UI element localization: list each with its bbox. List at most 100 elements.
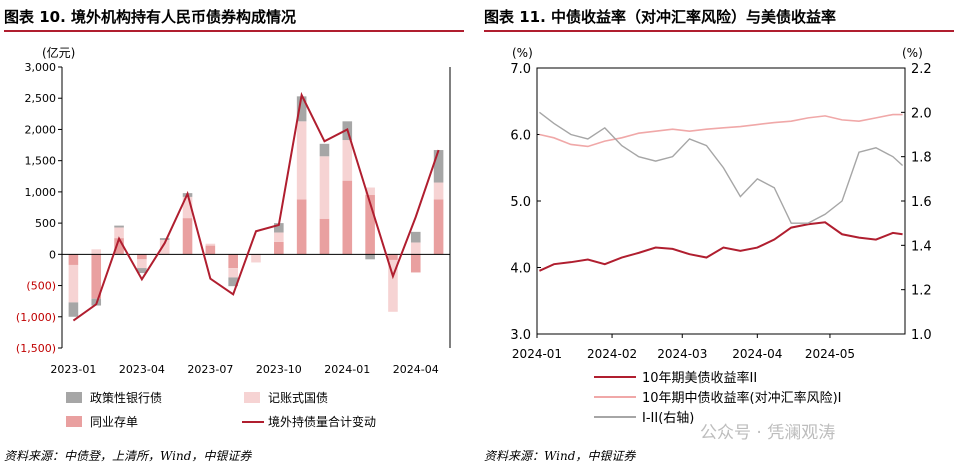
bar-segment xyxy=(205,245,216,255)
x-tick-label: 2024-03 xyxy=(657,347,707,361)
x-tick-label: 2023-01 xyxy=(50,363,96,376)
legend-swatch xyxy=(66,392,82,403)
x-tick-label: 2024-02 xyxy=(587,347,637,361)
plot-frame xyxy=(536,67,906,335)
bar-segment xyxy=(91,254,102,299)
legend-label: 境外持债量合计变动 xyxy=(268,414,376,429)
right-y-tick-label: 1.2 xyxy=(911,284,932,299)
bar-segment xyxy=(68,264,79,303)
left-y-tick-label: 4.0 xyxy=(510,262,531,277)
legend-swatch xyxy=(66,416,82,427)
left-y-tick-label: 5.0 xyxy=(510,195,531,210)
bar-segment xyxy=(319,218,330,255)
bar-segment xyxy=(342,140,353,181)
bar-segment xyxy=(410,242,421,255)
bar-segment xyxy=(365,187,375,196)
right-y-tick-label: 1.0 xyxy=(911,328,932,343)
x-tick-label: 2024-01 xyxy=(512,347,562,361)
right-y-tick-label: 1.6 xyxy=(911,195,932,210)
bar-segment xyxy=(365,195,375,255)
bar-segment xyxy=(433,150,444,183)
legend-label: 记账式国债 xyxy=(268,391,328,405)
legend-label: 10年期美债收益率II xyxy=(642,370,757,386)
y-tick-label: 1,500 xyxy=(25,155,57,168)
x-tick-label: 2023-07 xyxy=(187,363,233,376)
x-tick-label: 2024-05 xyxy=(805,347,855,361)
bar-segment xyxy=(274,223,284,233)
bar-segment xyxy=(274,232,284,242)
bar-segment xyxy=(433,182,444,200)
left-axis-unit-label: (%) xyxy=(512,46,533,60)
legend-label: I-II(右轴) xyxy=(642,411,694,426)
bar-segment xyxy=(114,225,124,228)
bar-segment xyxy=(228,268,238,278)
bar-segment xyxy=(137,259,147,269)
bar-segment xyxy=(159,239,170,255)
left-y-tick-label: 6.0 xyxy=(510,129,531,144)
right-y-tick-label: 2.0 xyxy=(911,106,932,121)
legend-label: 政策性银行债 xyxy=(90,391,162,405)
y-tick-label: 0 xyxy=(49,248,56,261)
total-change-line xyxy=(72,91,440,322)
y-tick-label: (1,500) xyxy=(16,342,56,355)
bar-segment xyxy=(228,277,238,287)
right-y-tick-label: 2.2 xyxy=(911,62,932,77)
y-tick-label: (1,000) xyxy=(16,311,56,324)
right-title-rule xyxy=(484,30,954,32)
x-tick-label: 2023-04 xyxy=(119,363,165,376)
bar-segment xyxy=(410,254,421,273)
legend-label: 同业存单 xyxy=(90,415,138,429)
series-line xyxy=(538,111,904,224)
bar-segment xyxy=(137,268,147,274)
left-source-note: 资料来源：中债登，上清所，Wind，中银证券 xyxy=(4,449,252,463)
y-tick-label: 2,000 xyxy=(25,123,57,136)
legend-swatch xyxy=(244,392,260,403)
bar-segment xyxy=(68,254,79,265)
bar-segment xyxy=(159,238,170,240)
bar-segment xyxy=(182,218,193,255)
bar-segment xyxy=(251,254,261,263)
legend-label: 10年期中债收益率(对冲汇率风险)I xyxy=(642,390,842,406)
bar-segment xyxy=(319,156,330,219)
right-y-tick-label: 1.4 xyxy=(911,239,932,254)
bar-segment xyxy=(114,227,124,239)
x-tick-label: 2024-04 xyxy=(393,363,439,376)
right-axis-unit-label: (%) xyxy=(902,46,923,60)
left-y-tick-label: 7.0 xyxy=(510,62,531,77)
bar-segment xyxy=(433,199,444,255)
y-tick-label: 1,000 xyxy=(25,186,57,199)
x-tick-label: 2024-01 xyxy=(324,363,370,376)
bar-segment xyxy=(274,241,284,255)
bar-segment xyxy=(296,199,307,255)
left-y-tick-label: 3.0 xyxy=(510,328,531,343)
bar-segment xyxy=(137,254,147,260)
x-tick-label: 2024-04 xyxy=(732,347,782,361)
y-tick-label: (500) xyxy=(26,280,56,293)
bar-segment xyxy=(342,180,353,255)
bar-segment xyxy=(296,121,307,200)
bar-segment xyxy=(365,254,375,260)
bar-segment xyxy=(319,143,330,157)
series-line xyxy=(539,113,903,148)
y-tick-label: 500 xyxy=(35,217,56,230)
bar-segment xyxy=(296,96,307,122)
bar-segment xyxy=(114,238,124,255)
y-tick-label: 3,000 xyxy=(25,61,57,74)
left-chart-title: 图表 10. 境外机构持有人民币债券构成情况 xyxy=(4,8,297,26)
bar-segment xyxy=(410,231,421,243)
bar-segment xyxy=(205,243,216,246)
series-line xyxy=(539,221,903,272)
bar-segment xyxy=(388,254,398,260)
right-y-tick-label: 1.8 xyxy=(911,151,932,166)
bar-segment xyxy=(68,302,79,317)
y-tick-label: 2,500 xyxy=(25,92,57,105)
bar-segment xyxy=(228,254,238,269)
x-tick-label: 2023-10 xyxy=(256,363,302,376)
bar-segment xyxy=(182,196,193,219)
right-source-note: 资料来源：Wind，中银证券 xyxy=(484,449,636,463)
right-chart-title: 图表 11. 中债收益率（对冲汇率风险）与美债收益率 xyxy=(484,8,837,26)
watermark: 公众号 · 凭澜观涛 xyxy=(700,423,836,443)
y-axis-unit-label: (亿元) xyxy=(42,45,75,60)
